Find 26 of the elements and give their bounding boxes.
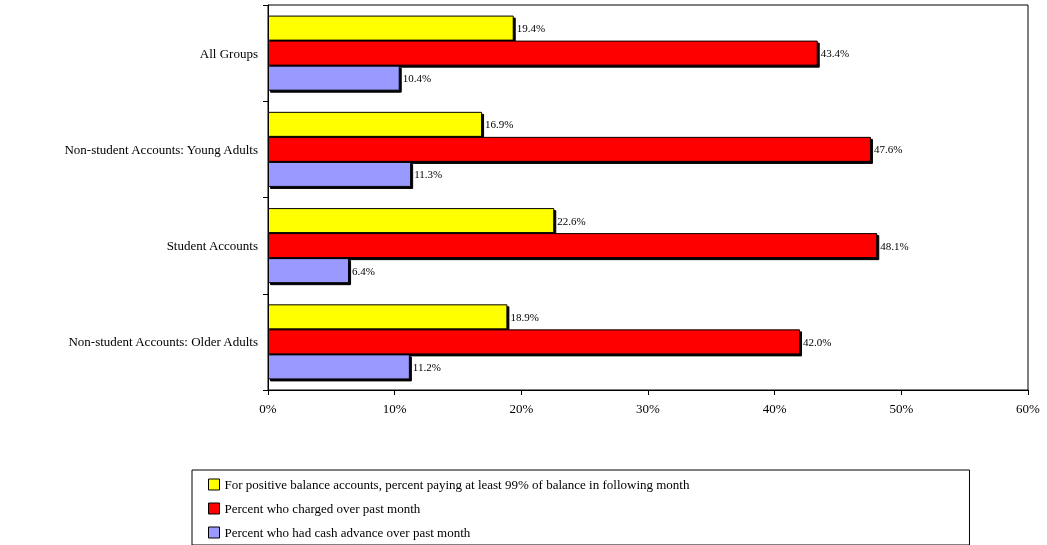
data-label: 10.4%: [402, 72, 432, 85]
x-tick-label: 50%: [889, 401, 914, 416]
x-tick-label: 0%: [259, 401, 277, 416]
x-tick-label: 60%: [1016, 401, 1041, 416]
data-label: 47.6%: [873, 143, 903, 156]
legend-label: Percent who charged over past month: [224, 501, 421, 516]
data-label: 18.9%: [510, 310, 539, 323]
x-tick-label: 20%: [509, 401, 534, 416]
legend-label: For positive balance accounts, percent paying at least 99% of balance in following month: [224, 477, 690, 492]
x-tick-label: 30%: [636, 401, 661, 416]
y-tick-label: Non-student Accounts: Older Adults: [68, 334, 258, 350]
data-label: 42.0%: [803, 335, 832, 348]
y-tick-label: Student Accounts: [166, 238, 258, 254]
data-label: 19.4%: [516, 22, 546, 35]
legend-label: Percent who had cash advance over past month: [224, 525, 471, 540]
data-label: 11.3%: [414, 168, 443, 181]
x-tick-label: 10%: [382, 401, 407, 416]
data-label: 16.9%: [485, 118, 514, 131]
y-tick-label: Non-student Accounts: Young Adults: [64, 141, 258, 157]
data-label: 6.4%: [352, 264, 375, 277]
data-label: 48.1%: [880, 239, 909, 252]
y-tick-label: All Groups: [199, 45, 258, 61]
x-tick-label: 40%: [762, 401, 787, 416]
data-label: 22.6%: [557, 214, 586, 227]
data-label: 43.4%: [820, 47, 850, 60]
data-label: 11.2%: [412, 360, 441, 373]
